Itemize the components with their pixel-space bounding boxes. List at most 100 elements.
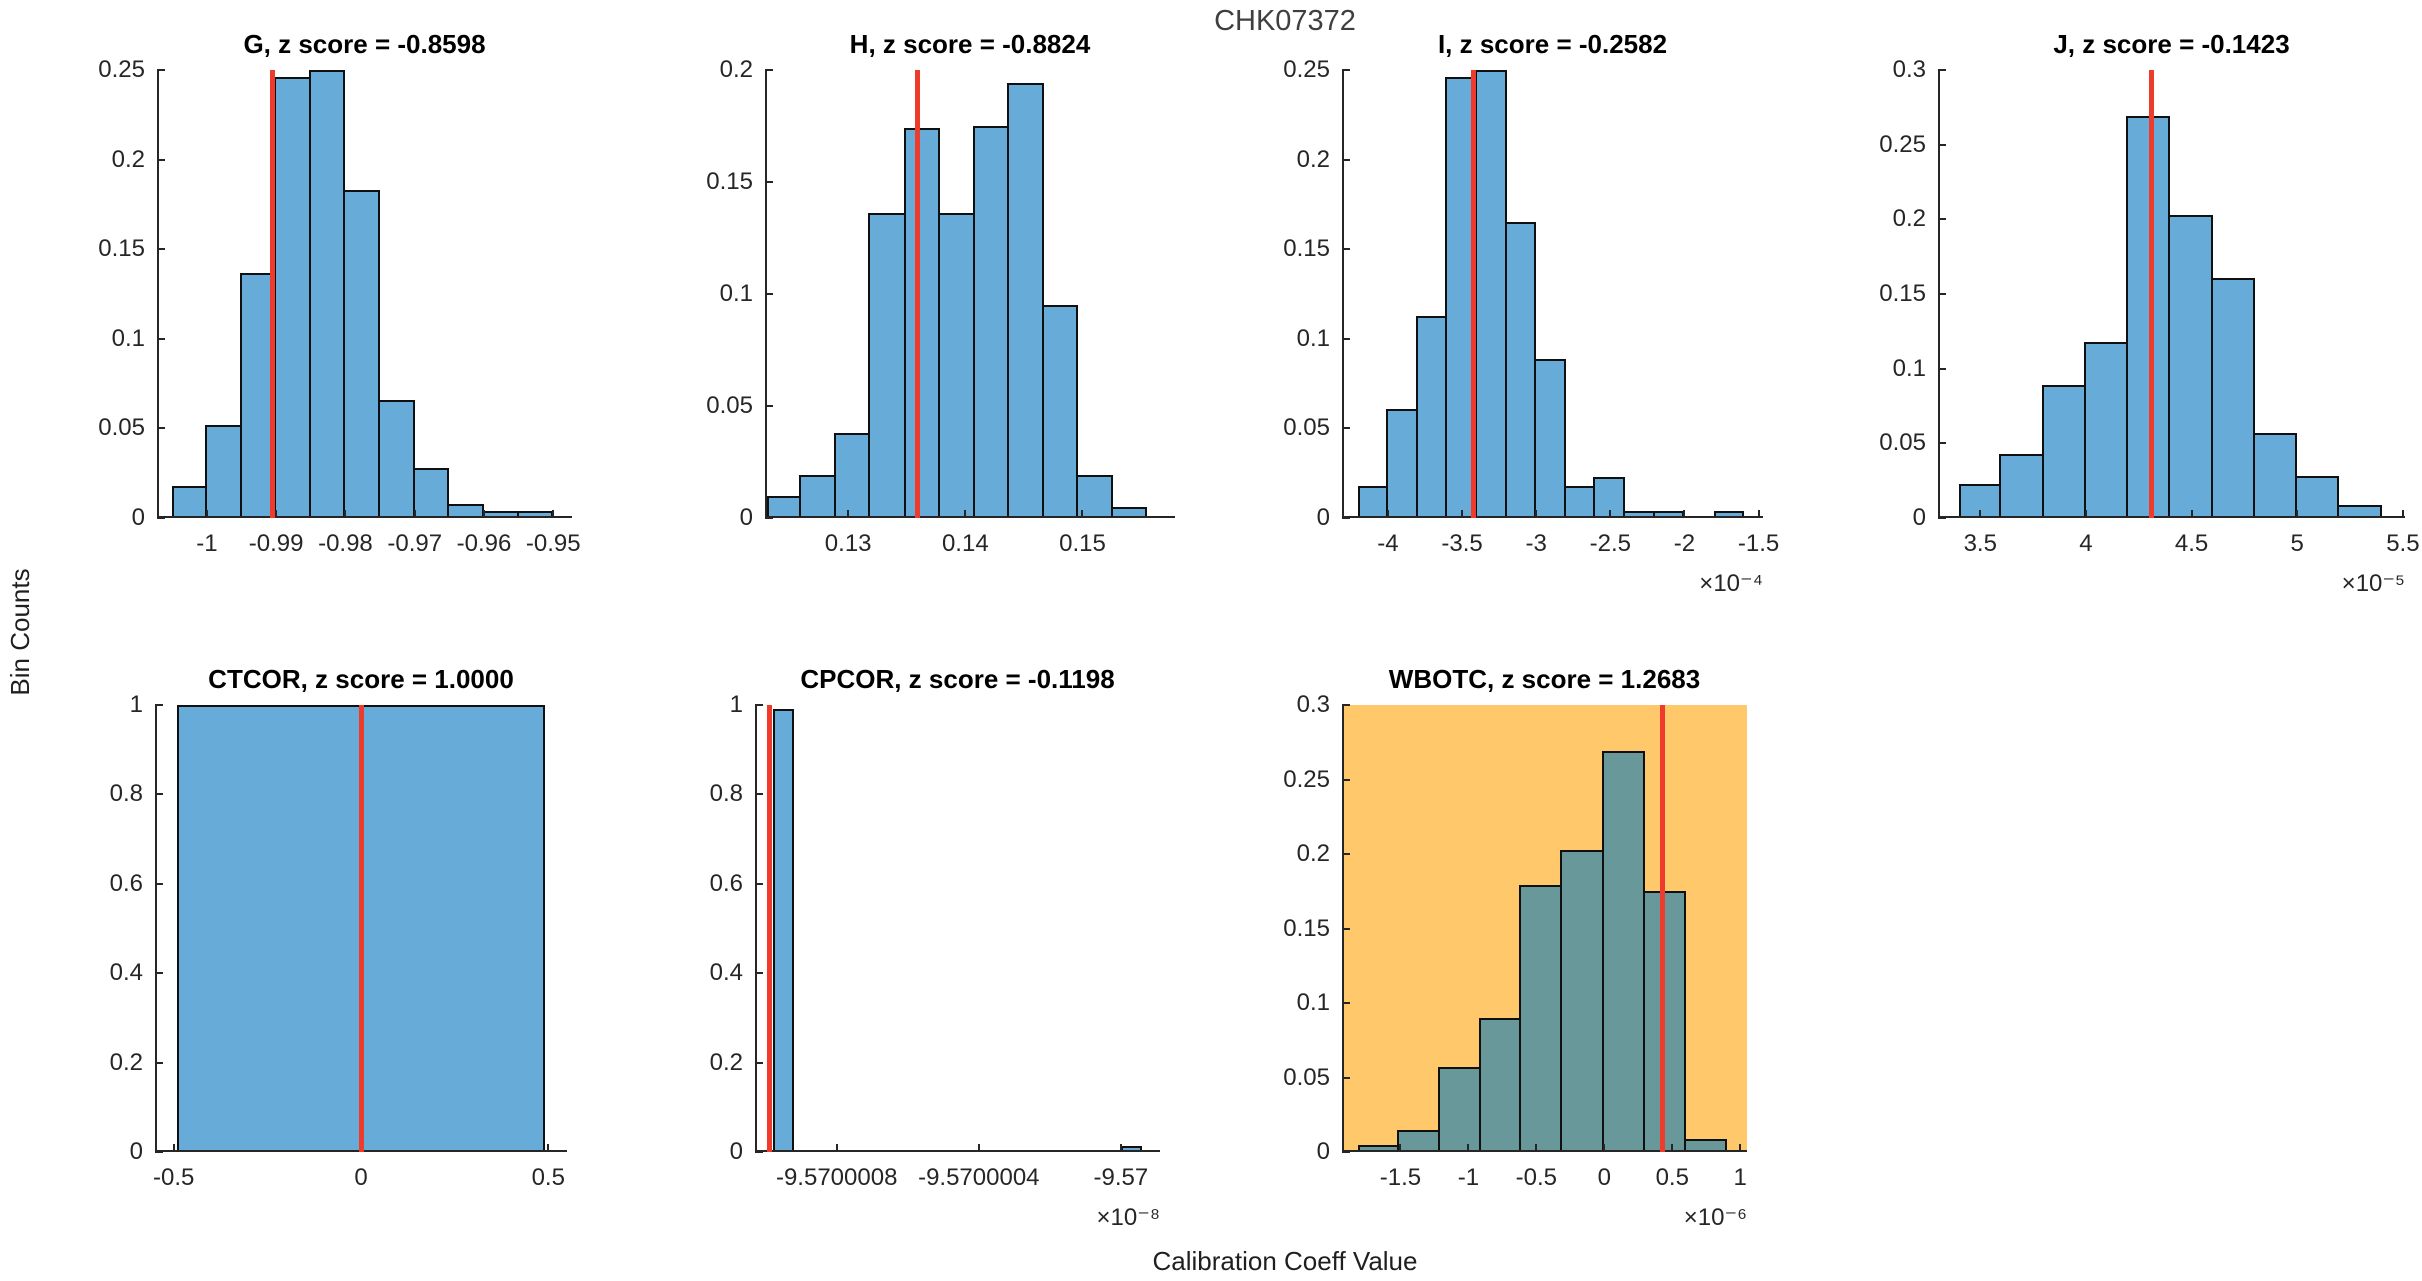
y-tick-mark (155, 972, 163, 975)
x-tick-label: -1.5 (1737, 530, 1780, 557)
histogram-bar (2168, 214, 2213, 518)
y-tick-label: 0.25 (98, 56, 145, 83)
reference-line (2148, 70, 2154, 518)
histogram-bar (1534, 358, 1566, 518)
y-tick-mark (155, 793, 163, 796)
y-tick-label: 0.2 (1296, 145, 1330, 173)
histogram-bar (343, 190, 381, 518)
x-tick-mark (977, 1144, 980, 1152)
x-tick-label: -0.5 (1515, 1164, 1558, 1191)
x-tick-label: 1 (1733, 1164, 1747, 1191)
histogram-bar (1999, 453, 2044, 518)
x-tick-mark (1467, 1144, 1470, 1152)
x-tick-mark (2084, 510, 2087, 518)
y-tick-mark (755, 793, 763, 796)
y-tick-mark (1342, 158, 1350, 161)
x-tick-label: -9.57 (1093, 1164, 1149, 1191)
x-tick-mark (275, 510, 278, 518)
x-tick-label: -1 (196, 530, 218, 557)
x-tick-mark (835, 1144, 838, 1152)
x-axis-exponent-label: ×10⁻⁵ (2341, 570, 2405, 597)
y-tick-label: 0.2 (109, 1048, 143, 1076)
histogram-bar (1560, 849, 1605, 1152)
histogram-bar (1519, 885, 1563, 1152)
reference-line (1660, 705, 1666, 1152)
x-tick-mark (1119, 1144, 1122, 1152)
y-tick-label: 0 (1316, 504, 1330, 531)
x-tick-label: 0.5 (531, 1164, 565, 1191)
y-tick-mark (1342, 704, 1350, 706)
y-tick-mark (765, 517, 773, 519)
subplot-title: I, z score = -0.2582 (1437, 29, 1668, 59)
y-tick-mark (765, 293, 773, 295)
x-axis-line (1342, 516, 1763, 518)
y-tick-label: 0.15 (1283, 235, 1330, 263)
y-tick-label: 0.1 (1296, 324, 1330, 352)
histogram-bar (799, 475, 837, 518)
y-tick-label: 0.15 (706, 168, 753, 195)
x-tick-mark (205, 510, 208, 518)
x-tick-mark (2401, 510, 2404, 518)
x-tick-label: -1 (1457, 1164, 1480, 1191)
histogram-bar (1041, 305, 1078, 518)
y-tick-label: 0.05 (1283, 414, 1330, 442)
y-tick-label: 0.8 (709, 780, 743, 808)
y-tick-label: 0.4 (109, 959, 143, 987)
histogram-bar (308, 70, 346, 518)
x-axis-line (1342, 1150, 1747, 1152)
subplot-title: H, z score = -0.8824 (849, 29, 1091, 59)
x-tick-mark (847, 510, 850, 518)
x-tick-label: -9.5700004 (918, 1164, 1040, 1191)
y-tick-mark (1342, 1002, 1350, 1004)
x-tick-mark (1386, 510, 1389, 518)
x-tick-mark (964, 510, 967, 518)
x-tick-label: 0.13 (824, 530, 872, 557)
plot-area (1938, 69, 2405, 519)
histogram-bar (1602, 751, 1646, 1152)
x-tick-mark (1757, 510, 1760, 518)
x-tick-label: -9.5700008 (775, 1164, 898, 1191)
x-axis-exponent-label: ×10⁻⁸ (1096, 1204, 1160, 1231)
y-tick-mark (157, 69, 165, 71)
x-tick-label: -0.96 (456, 530, 512, 557)
y-tick-label: 0.6 (109, 869, 143, 897)
histogram-bar (172, 485, 207, 518)
y-tick-label: 0.05 (98, 414, 145, 442)
histogram-bar (834, 432, 871, 518)
y-tick-mark (1938, 143, 1946, 146)
x-axis-line (157, 516, 572, 518)
y-tick-label: 0.2 (1892, 205, 1926, 233)
y-tick-label: 0.15 (1879, 280, 1926, 307)
y-tick-label: 0.1 (111, 324, 145, 352)
reference-line (270, 70, 276, 518)
x-tick-mark (1603, 1144, 1606, 1152)
x-axis-label: Calibration Coeff Value (1152, 1246, 1418, 1276)
x-tick-mark (547, 1144, 550, 1152)
y-tick-label: 0.1 (1892, 354, 1926, 382)
x-tick-label: -0.5 (153, 1164, 195, 1191)
y-tick-label: 0.15 (1283, 914, 1330, 942)
y-tick-label: 0 (1316, 1138, 1330, 1165)
figure-title: CHK07372 (1214, 5, 1356, 37)
reference-line (766, 705, 772, 1152)
x-tick-label: -4 (1377, 530, 1399, 557)
x-tick-mark (1461, 510, 1464, 518)
x-tick-mark (413, 510, 416, 518)
x-axis-line (765, 516, 1175, 518)
x-tick-mark (1671, 1144, 1674, 1152)
x-tick-mark (1535, 510, 1538, 518)
y-tick-mark (157, 337, 165, 340)
histogram-bar (1563, 485, 1596, 518)
y-tick-mark (157, 427, 165, 430)
y-tick-label: 0.25 (1283, 765, 1330, 793)
subplot-title: WBOTC, z score = 1.2683 (1388, 664, 1701, 694)
x-tick-mark (1739, 1144, 1742, 1152)
y-tick-label: 0.2 (1296, 840, 1330, 867)
y-tick-label: 0.25 (1283, 56, 1330, 83)
y-axis-line (1342, 70, 1344, 518)
y-tick-label: 0.1 (719, 280, 753, 307)
plot-area (1342, 704, 1747, 1153)
histogram-bar (412, 467, 450, 518)
y-tick-mark (755, 1151, 763, 1153)
histogram-bar (767, 495, 802, 518)
